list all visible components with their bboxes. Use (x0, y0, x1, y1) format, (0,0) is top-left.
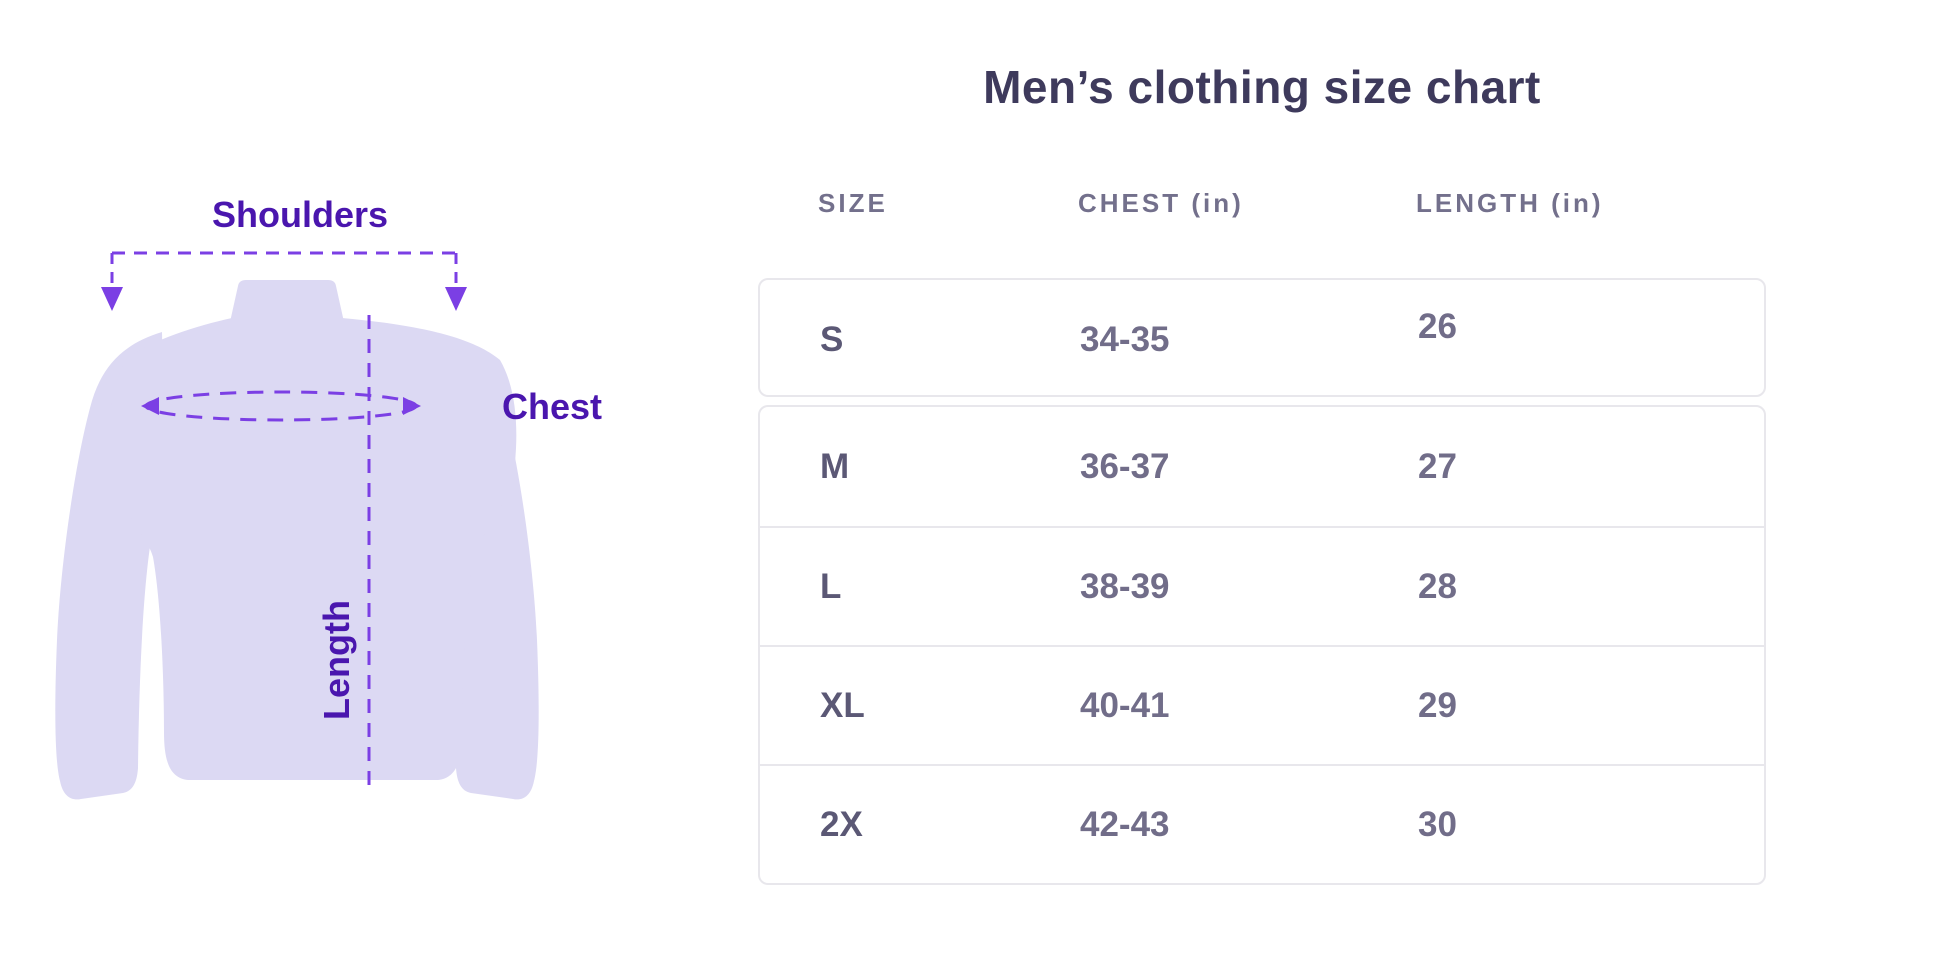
column-header-size: SIZE (818, 188, 888, 218)
row-length-value: 26 (1418, 306, 1457, 346)
column-header-chest: CHEST (in) (1078, 188, 1244, 218)
row-chest-value: 38-39 (1080, 566, 1170, 606)
size-table-header-row: SIZE CHEST (in) LENGTH (in) (758, 188, 1766, 219)
table-row: L 38-39 28 (760, 526, 1764, 645)
row-chest-value: 40-41 (1080, 685, 1170, 725)
row-size-value: XL (820, 685, 865, 725)
length-label: Length (316, 600, 357, 720)
row-size-value: L (820, 566, 842, 606)
chest-label: Chest (502, 386, 603, 427)
size-table-rows-box: M 36-37 27 L 38-39 28 XL 40-41 29 2X 42-… (758, 405, 1766, 885)
row-size-value: 2X (820, 804, 863, 844)
table-row: M 36-37 27 (760, 407, 1764, 526)
size-table-first-row-box: S 34-35 26 (758, 278, 1766, 397)
row-chest-value: 34-35 (1080, 319, 1170, 359)
shirt-diagram (55, 251, 539, 800)
row-size-value: M (820, 446, 850, 486)
table-row: S 34-35 26 (760, 280, 1764, 399)
row-chest-value: 36-37 (1080, 446, 1170, 486)
row-size-value: S (820, 319, 844, 359)
row-chest-value: 42-43 (1080, 804, 1170, 844)
chest-arrow-right-icon (403, 397, 421, 415)
row-length-value: 28 (1418, 566, 1457, 606)
chest-arrow-left-icon (141, 397, 159, 415)
shirt-body (109, 318, 517, 780)
table-row: XL 40-41 29 (760, 645, 1764, 764)
row-length-value: 27 (1418, 446, 1457, 486)
column-header-length: LENGTH (in) (1416, 188, 1604, 218)
table-row: 2X 42-43 30 (760, 764, 1764, 883)
shoulders-arrow-left-icon (101, 287, 123, 311)
row-length-value: 29 (1418, 685, 1457, 725)
shoulders-label: Shoulders (211, 194, 389, 235)
shirt-collar (230, 280, 344, 322)
shoulders-arrow-right-icon (445, 287, 467, 311)
page-title: Men’s clothing size chart (983, 61, 1541, 113)
row-length-value: 30 (1418, 804, 1457, 844)
